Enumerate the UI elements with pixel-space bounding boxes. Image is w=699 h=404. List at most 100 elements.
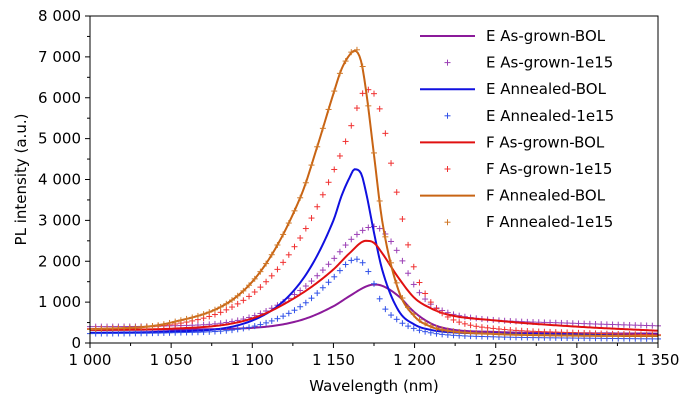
data-point-marker: [331, 255, 338, 262]
y-tick-label: 6 000: [38, 89, 81, 107]
data-point-marker: [626, 322, 633, 329]
x-tick-label: 1 000: [69, 351, 112, 369]
data-point-marker: [467, 329, 474, 336]
data-point-marker: [569, 332, 576, 339]
data-point-marker: [444, 313, 451, 320]
data-point-marker: [223, 327, 230, 334]
data-point-marker: [172, 329, 179, 336]
data-point-marker: [450, 328, 457, 335]
data-point-marker: [115, 330, 122, 337]
data-point-marker: [109, 330, 116, 337]
data-point-marker: [473, 329, 480, 336]
data-point-marker: [223, 300, 230, 307]
data-point-marker: [331, 166, 338, 173]
data-point-marker: [285, 310, 292, 317]
data-point-marker: [569, 320, 576, 327]
data-point-marker: [376, 197, 383, 204]
legend-swatch: [444, 112, 451, 119]
data-point-marker: [280, 313, 287, 320]
data-point-marker: [246, 293, 253, 300]
y-tick-label: 5 000: [38, 130, 81, 148]
data-point-marker: [433, 330, 440, 337]
data-point-marker: [132, 324, 139, 331]
data-point-marker: [422, 296, 429, 303]
data-point-marker: [331, 88, 338, 95]
data-point-marker: [314, 143, 321, 150]
data-point-marker: [530, 331, 537, 338]
data-point-marker: [308, 295, 315, 302]
data-point-marker: [302, 283, 309, 290]
data-point-marker: [353, 256, 360, 263]
data-point-marker: [637, 322, 644, 329]
data-point-marker: [121, 330, 128, 337]
data-point-marker: [376, 105, 383, 112]
data-point-marker: [399, 257, 406, 264]
data-point-marker: [371, 90, 377, 97]
data-point-marker: [240, 287, 247, 294]
data-point-marker: [348, 236, 355, 243]
legend-item: E Annealed-BOL: [420, 80, 607, 98]
data-point-marker: [183, 329, 190, 336]
data-point-marker: [234, 300, 241, 307]
series-f-as-grown-bol: [89, 239, 659, 332]
legend-item: F Annealed-1e15: [444, 213, 613, 231]
data-point-marker: [206, 309, 213, 316]
data-point-marker: [297, 194, 304, 201]
data-point-marker: [325, 106, 332, 113]
data-point-marker: [223, 306, 230, 313]
y-axis-title: PL intensity (a.u.): [12, 114, 30, 246]
data-point-marker: [433, 324, 440, 331]
data-point-marker: [251, 323, 258, 330]
data-point-marker: [348, 49, 355, 56]
data-point-marker: [461, 329, 468, 336]
data-point-marker: [371, 280, 377, 287]
series-e-as-grown-1e15: [87, 223, 661, 330]
y-tick-label: 2 000: [38, 252, 81, 270]
data-point-marker: [359, 259, 366, 266]
data-point-marker: [416, 289, 423, 296]
data-point-marker: [121, 325, 128, 332]
data-point-marker: [166, 329, 173, 336]
data-point-marker: [194, 312, 201, 319]
data-point-marker: [211, 328, 218, 335]
data-point-marker: [467, 322, 474, 329]
data-point-marker: [325, 179, 332, 186]
data-point-marker: [138, 330, 145, 337]
legend-label: E As-grown-1e15: [486, 54, 613, 72]
data-point-marker: [336, 152, 343, 159]
data-point-marker: [478, 324, 485, 331]
data-point-marker: [405, 323, 412, 330]
data-point-marker: [342, 242, 349, 249]
data-point-marker: [172, 318, 179, 325]
data-point-marker: [92, 326, 99, 333]
data-point-marker: [603, 332, 610, 339]
data-point-marker: [359, 90, 366, 97]
data-point-marker: [291, 207, 298, 214]
data-point-marker: [348, 257, 355, 264]
data-point-marker: [160, 329, 167, 336]
x-tick-label: 1 200: [393, 351, 436, 369]
y-tick-label: 7 000: [38, 48, 81, 66]
data-point-marker: [388, 259, 395, 266]
data-point-marker: [251, 289, 258, 296]
data-point-marker: [177, 329, 184, 336]
data-point-marker: [308, 162, 315, 169]
data-point-marker: [138, 324, 145, 331]
data-point-marker: [581, 332, 588, 339]
data-point-marker: [620, 332, 627, 339]
data-point-marker: [98, 325, 105, 332]
data-point-marker: [291, 243, 298, 250]
data-point-marker: [365, 268, 372, 275]
series-line: [89, 168, 658, 336]
data-point-marker: [189, 329, 196, 336]
data-point-marker: [524, 331, 531, 338]
data-point-marker: [229, 327, 235, 334]
data-point-marker: [649, 332, 656, 339]
data-point-marker: [637, 332, 644, 339]
data-point-marker: [592, 320, 599, 327]
data-point-marker: [246, 282, 253, 289]
data-point-marker: [257, 321, 264, 328]
y-tick-label: 3 000: [38, 211, 81, 229]
data-point-marker: [495, 330, 502, 337]
